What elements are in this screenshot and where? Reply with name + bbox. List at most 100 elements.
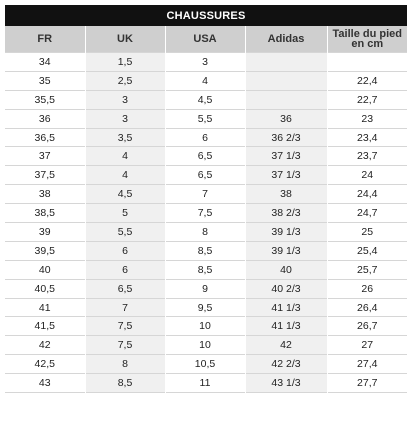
cell-adidas: 38 2/3 bbox=[244, 203, 327, 223]
cell-adidas bbox=[244, 89, 327, 110]
cell-uk: 3 bbox=[84, 108, 165, 129]
cell-foot-size-cm: 26,4 bbox=[326, 297, 408, 317]
cell-fr: 38 bbox=[5, 184, 85, 204]
cell-adidas: 43 1/3 bbox=[244, 373, 327, 393]
cell-usa: 8,5 bbox=[164, 240, 245, 261]
header-uk: UK bbox=[84, 26, 165, 53]
cell-fr: 40 bbox=[5, 259, 85, 280]
cell-fr: 36 bbox=[5, 108, 85, 129]
cell-usa: 9,5 bbox=[164, 297, 245, 317]
header-usa: USA bbox=[164, 26, 245, 53]
cell-foot-size-cm: 23,4 bbox=[326, 127, 408, 147]
cell-usa: 4,5 bbox=[164, 89, 245, 110]
cell-adidas: 42 bbox=[244, 335, 327, 355]
cell-uk: 6 bbox=[84, 240, 165, 261]
cell-adidas: 38 bbox=[244, 184, 327, 204]
cell-usa: 10,5 bbox=[164, 354, 245, 374]
shoe-size-table: CHAUSSURES FR UK USA Adidas Taille du pi… bbox=[5, 5, 408, 394]
header-foot-size-cm: Taille du pied en cm bbox=[326, 26, 408, 53]
cell-fr: 42,5 bbox=[5, 354, 85, 374]
cell-usa: 6,5 bbox=[164, 146, 245, 166]
cell-usa: 4 bbox=[164, 70, 245, 91]
table-row: 41,5 7,5 10 41 1/3 26,7 bbox=[5, 316, 408, 336]
cell-adidas: 42 2/3 bbox=[244, 354, 327, 374]
cell-fr: 35,5 bbox=[5, 89, 85, 110]
cell-foot-size-cm: 25 bbox=[326, 222, 408, 242]
header-row: FR UK USA Adidas Taille du pied en cm bbox=[5, 26, 408, 53]
cell-usa: 10 bbox=[164, 335, 245, 355]
table-row: 42 7,5 10 42 27 bbox=[5, 335, 408, 355]
table-bottom-rule bbox=[5, 392, 408, 394]
cell-fr: 39 bbox=[5, 222, 85, 242]
cell-usa: 7,5 bbox=[164, 203, 245, 223]
cell-uk: 3 bbox=[84, 89, 165, 110]
cell-fr: 42 bbox=[5, 335, 85, 355]
table-row: 39,5 6 8,5 39 1/3 25,4 bbox=[5, 240, 408, 261]
table-row: 38 4,5 7 38 24,4 bbox=[5, 184, 408, 204]
table-body: 34 1,5 3 35 2,5 4 22,4 35,5 3 4,5 22,7 36 3 5,5 36 23 36… bbox=[5, 52, 408, 394]
table-row: 39 5,5 8 39 1/3 25 bbox=[5, 222, 408, 242]
cell-adidas: 37 1/3 bbox=[244, 165, 327, 185]
cell-foot-size-cm: 26 bbox=[326, 278, 408, 299]
table-row: 36 3 5,5 36 23 bbox=[5, 108, 408, 129]
cell-adidas: 41 1/3 bbox=[244, 316, 327, 336]
cell-foot-size-cm: 27,7 bbox=[326, 373, 408, 393]
table-row: 42,5 8 10,5 42 2/3 27,4 bbox=[5, 354, 408, 374]
table-row: 43 8,5 11 43 1/3 27,7 bbox=[5, 373, 408, 393]
cell-uk: 7 bbox=[84, 297, 165, 317]
cell-usa: 6,5 bbox=[164, 165, 245, 185]
cell-usa: 6 bbox=[164, 127, 245, 147]
cell-foot-size-cm: 22,7 bbox=[326, 89, 408, 110]
table-row: 37 4 6,5 37 1/3 23,7 bbox=[5, 146, 408, 166]
cell-uk: 8 bbox=[84, 354, 165, 374]
cell-adidas bbox=[244, 70, 327, 91]
cell-fr: 36,5 bbox=[5, 127, 85, 147]
cell-uk: 6 bbox=[84, 259, 165, 280]
cell-fr: 37,5 bbox=[5, 165, 85, 185]
cell-foot-size-cm: 25,4 bbox=[326, 240, 408, 261]
header-fr: FR bbox=[5, 26, 85, 53]
table-row: 34 1,5 3 bbox=[5, 52, 408, 72]
cell-foot-size-cm: 27,4 bbox=[326, 354, 408, 374]
cell-usa: 11 bbox=[164, 373, 245, 393]
cell-uk: 8,5 bbox=[84, 373, 165, 393]
header-adidas: Adidas bbox=[244, 26, 327, 53]
cell-foot-size-cm: 24,4 bbox=[326, 184, 408, 204]
cell-fr: 37 bbox=[5, 146, 85, 166]
cell-usa: 5,5 bbox=[164, 108, 245, 129]
table-row: 41 7 9,5 41 1/3 26,4 bbox=[5, 297, 408, 317]
table-row: 38,5 5 7,5 38 2/3 24,7 bbox=[5, 203, 408, 223]
cell-foot-size-cm bbox=[326, 52, 408, 72]
table-row: 35,5 3 4,5 22,7 bbox=[5, 89, 408, 110]
cell-foot-size-cm: 25,7 bbox=[326, 259, 408, 280]
cell-adidas bbox=[244, 52, 327, 72]
cell-uk: 4 bbox=[84, 165, 165, 185]
cell-adidas: 40 bbox=[244, 259, 327, 280]
cell-adidas: 40 2/3 bbox=[244, 278, 327, 299]
cell-adidas: 37 1/3 bbox=[244, 146, 327, 166]
cell-foot-size-cm: 22,4 bbox=[326, 70, 408, 91]
cell-uk: 4 bbox=[84, 146, 165, 166]
cell-usa: 7 bbox=[164, 184, 245, 204]
cell-uk: 5 bbox=[84, 203, 165, 223]
cell-foot-size-cm: 23,7 bbox=[326, 146, 408, 166]
cell-fr: 35 bbox=[5, 70, 85, 91]
table-title: CHAUSSURES bbox=[5, 5, 408, 26]
table-row: 37,5 4 6,5 37 1/3 24 bbox=[5, 165, 408, 185]
table-row: 40 6 8,5 40 25,7 bbox=[5, 259, 408, 280]
cell-adidas: 39 1/3 bbox=[244, 222, 327, 242]
table-row: 40,5 6,5 9 40 2/3 26 bbox=[5, 278, 408, 299]
cell-fr: 39,5 bbox=[5, 240, 85, 261]
cell-usa: 10 bbox=[164, 316, 245, 336]
cell-usa: 8,5 bbox=[164, 259, 245, 280]
cell-foot-size-cm: 27 bbox=[326, 335, 408, 355]
cell-usa: 3 bbox=[164, 52, 245, 72]
cell-usa: 9 bbox=[164, 278, 245, 299]
cell-fr: 43 bbox=[5, 373, 85, 393]
cell-fr: 34 bbox=[5, 52, 85, 72]
cell-foot-size-cm: 24 bbox=[326, 165, 408, 185]
cell-foot-size-cm: 24,7 bbox=[326, 203, 408, 223]
cell-fr: 40,5 bbox=[5, 278, 85, 299]
cell-uk: 7,5 bbox=[84, 335, 165, 355]
cell-foot-size-cm: 26,7 bbox=[326, 316, 408, 336]
